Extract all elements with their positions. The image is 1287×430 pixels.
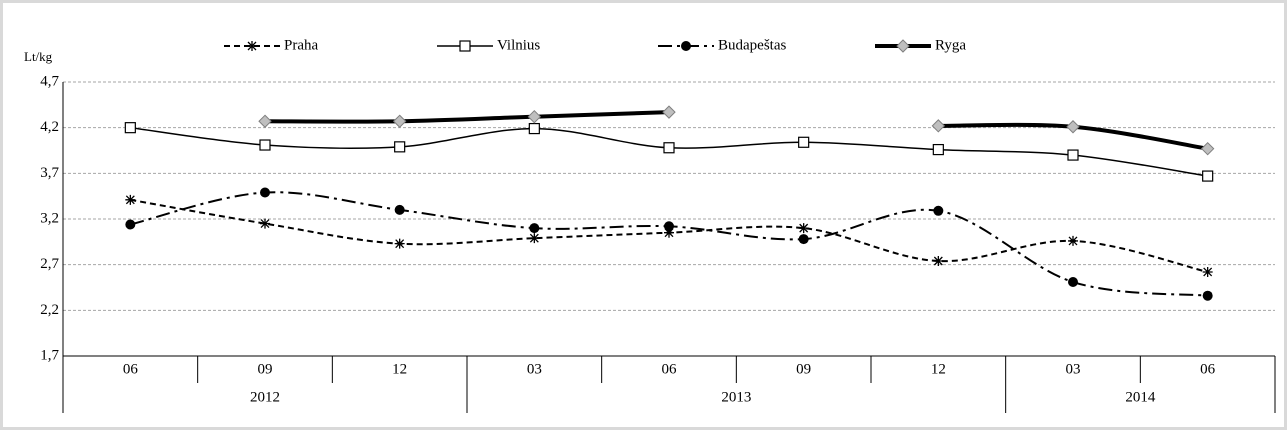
point: [459, 40, 471, 52]
point: [681, 41, 691, 51]
x-tick-label: 09: [258, 361, 273, 377]
y-tick-label: 4,7: [40, 73, 59, 89]
point: [663, 142, 675, 154]
point: [528, 122, 540, 135]
x-tick-label: 06: [662, 361, 678, 377]
y-tick-label: 3,2: [40, 210, 59, 226]
group-label: 2012: [250, 389, 280, 405]
y-axis-label: Lt/kg: [24, 49, 53, 64]
point: [1202, 290, 1213, 301]
point: [258, 114, 272, 128]
point: [932, 143, 944, 156]
point: [125, 194, 136, 205]
point: [1202, 170, 1214, 182]
point: [260, 218, 270, 229]
point: [259, 139, 271, 151]
point: [1066, 120, 1080, 134]
point: [125, 219, 136, 230]
point: [527, 109, 542, 124]
legend-label: Ryga: [935, 37, 966, 53]
point: [529, 233, 540, 244]
series: [125, 194, 1213, 277]
y-tick-label: 3,7: [40, 165, 59, 181]
group-label: 2014: [1125, 389, 1156, 405]
x-tick-label: 03: [1066, 361, 1081, 377]
series: [125, 187, 1213, 301]
point: [1200, 141, 1215, 156]
x-tick-label: 12: [392, 361, 407, 377]
point: [124, 122, 136, 134]
legend-label: Vilnius: [497, 37, 540, 53]
point: [931, 119, 946, 133]
x-tick-label: 06: [123, 361, 139, 377]
series: [124, 122, 1214, 182]
point: [260, 187, 270, 198]
x-tick-label: 09: [796, 361, 811, 377]
x-tick-label: 03: [527, 361, 542, 377]
point: [529, 223, 540, 234]
point: [798, 223, 809, 234]
point: [933, 205, 944, 216]
point: [1068, 235, 1078, 246]
point: [1202, 266, 1213, 277]
legend-label: Budapeštas: [718, 37, 786, 53]
point: [662, 105, 676, 119]
point: [1068, 277, 1078, 288]
point: [247, 41, 257, 51]
point: [798, 234, 809, 245]
legend-label: Praha: [284, 37, 318, 53]
line: [264, 110, 670, 124]
point: [1067, 149, 1079, 161]
y-tick-label: 2,7: [40, 256, 59, 272]
point: [394, 238, 405, 249]
y-tick-label: 4,2: [40, 119, 59, 135]
series: [258, 105, 1215, 156]
x-tick-label: 12: [931, 361, 946, 377]
point: [394, 141, 406, 153]
point: [798, 136, 810, 148]
group-label: 2013: [721, 389, 751, 405]
y-tick-label: 2,2: [40, 302, 59, 318]
point: [664, 227, 674, 238]
point: [394, 204, 405, 215]
point: [896, 39, 910, 53]
y-tick-label: 1,7: [40, 347, 59, 363]
point: [933, 256, 944, 267]
point: [664, 221, 674, 232]
point: [392, 114, 407, 128]
x-tick-label: 06: [1200, 361, 1216, 377]
